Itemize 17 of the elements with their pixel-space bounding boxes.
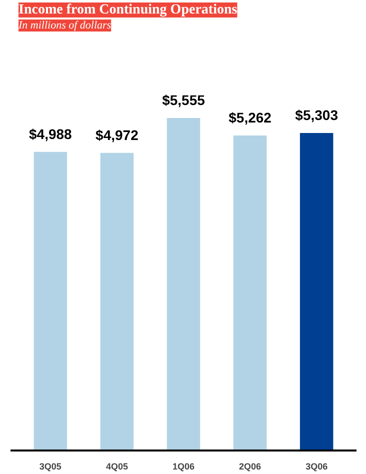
x-tick-label: 3Q06 [306,462,328,472]
bar [34,152,68,450]
data-label: $4,972 [96,126,139,143]
data-label: $5,555 [162,92,206,108]
bar [166,118,200,450]
chart-title: Income from Continuing Operations [18,2,238,18]
bar [100,152,134,450]
x-tick-label: 4Q05 [106,462,128,472]
x-tick-label: 2Q06 [239,462,262,472]
data-label: $4,988 [29,126,72,142]
bar [233,136,267,450]
x-tick-label: 3Q05 [39,462,62,472]
chart-subtitle: In millions of dollars [18,20,112,32]
data-label: $5,303 [295,107,338,124]
x-tick-label: 1Q06 [172,462,195,472]
bar [300,133,334,450]
data-label: $5,262 [228,110,272,126]
